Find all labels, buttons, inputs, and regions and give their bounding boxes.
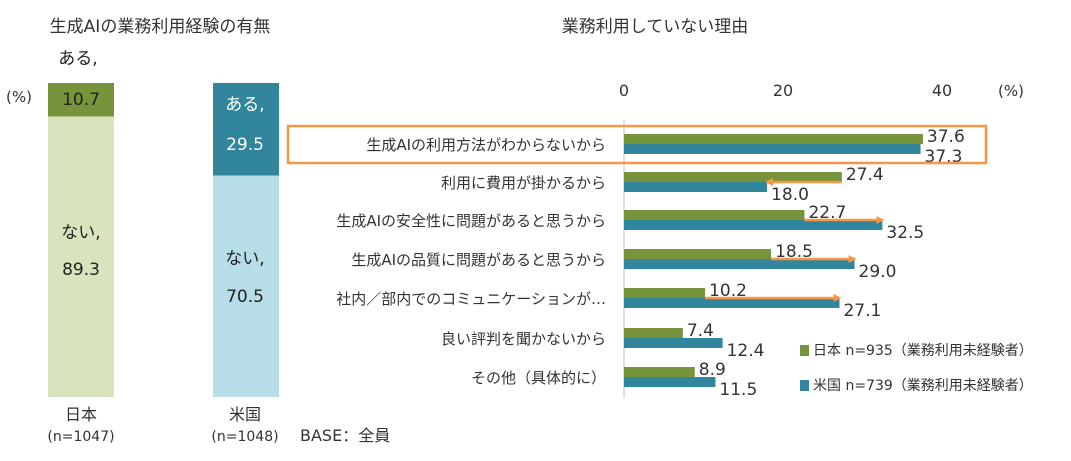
category-label-5: 良い評判を聞かないから: [441, 330, 606, 348]
x-tick-label-40: 40: [932, 81, 952, 100]
category-label-3: 生成AIの品質に問題があると思うから: [351, 251, 606, 269]
category-label-2: 生成AIの安全性に問題があると思うから: [336, 212, 606, 230]
bar-usa-0: [624, 144, 921, 154]
value-label-japan-1: 27.4: [846, 165, 884, 185]
category-n-usa: (n=1048): [211, 429, 278, 445]
highlight-box: [286, 124, 988, 165]
category-label-0: 生成AIの利用方法がわからないから: [366, 136, 606, 154]
bar-japan-5: [624, 328, 683, 338]
segment-value-jp-yes: 10.7: [62, 90, 100, 110]
bar-no-japan: [48, 116, 114, 398]
bar-usa-2: [624, 220, 883, 230]
category-label-6: その他（具体的に）: [471, 369, 606, 387]
legend-swatch-usa: [800, 380, 809, 391]
bar-japan-2: [624, 210, 805, 220]
bar-usa-5: [624, 338, 723, 348]
bar-usa-4: [624, 298, 840, 308]
bar-japan-4: [624, 288, 706, 298]
bar-yes-usa: [213, 83, 279, 176]
left-bars-group: [48, 83, 279, 398]
bar-usa-6: [624, 377, 716, 387]
segment-label-jp-no: ない,: [61, 223, 100, 243]
segment-label-us-yes: ある,: [225, 95, 264, 115]
category-label-4: 社内／部内でのコミュニケーションが…: [336, 290, 606, 308]
right-chart-title: 業務利用していない理由: [562, 17, 749, 37]
bar-yes-japan: [48, 83, 114, 117]
segment-label-us-no: ない,: [225, 249, 264, 269]
bar-japan-0: [624, 134, 923, 144]
x-tick-label-0: 0: [619, 81, 629, 100]
value-label-usa-1: 18.0: [771, 185, 809, 205]
category-label-japan: 日本: [65, 405, 97, 424]
category-label-1: 利用に費用が掛かるから: [441, 174, 606, 192]
segment-value-us-no: 70.5: [226, 287, 264, 307]
legend-label-usa: 米国 n=739（業務利用未経験者）: [813, 378, 1033, 394]
category-n-japan: (n=1047): [47, 429, 114, 445]
right-arrows-group: [286, 124, 988, 302]
value-label-japan-5: 7.4: [687, 321, 714, 341]
value-label-japan-0: 37.6: [927, 127, 965, 147]
value-label-usa-5: 12.4: [727, 341, 765, 361]
value-label-usa-4: 27.1: [843, 301, 881, 321]
value-label-japan-6: 8.9: [699, 360, 726, 380]
bar-japan-6: [624, 367, 695, 377]
segment-value-jp-no: 89.3: [62, 260, 100, 280]
segment-value-us-yes: 29.5: [226, 135, 264, 155]
value-label-japan-2: 22.7: [808, 203, 846, 223]
value-label-japan-4: 10.2: [709, 281, 747, 301]
value-label-usa-6: 11.5: [719, 380, 757, 400]
legend-label-japan: 日本 n=935（業務利用未経験者）: [813, 343, 1033, 359]
bar-japan-3: [624, 249, 772, 259]
bar-usa-1: [624, 182, 768, 192]
right-bars-group: [624, 134, 923, 387]
legend-swatch-japan: [800, 345, 809, 356]
base-note: BASE：全員: [300, 426, 390, 445]
category-label-usa: 米国: [229, 405, 261, 424]
bar-usa-3: [624, 259, 855, 269]
segment-label-jp-yes-top: ある,: [58, 49, 97, 69]
left-chart-title: 生成AIの業務利用経験の有無: [50, 17, 271, 37]
value-label-usa-3: 29.0: [859, 262, 897, 282]
right-unit-label: (%): [998, 82, 1024, 100]
left-unit-label: (%): [6, 88, 32, 106]
x-tick-label-20: 20: [773, 81, 793, 100]
bar-japan-1: [624, 172, 842, 182]
value-label-japan-3: 18.5: [775, 242, 813, 262]
bar-no-usa: [213, 175, 279, 397]
value-label-usa-2: 32.5: [886, 223, 924, 243]
